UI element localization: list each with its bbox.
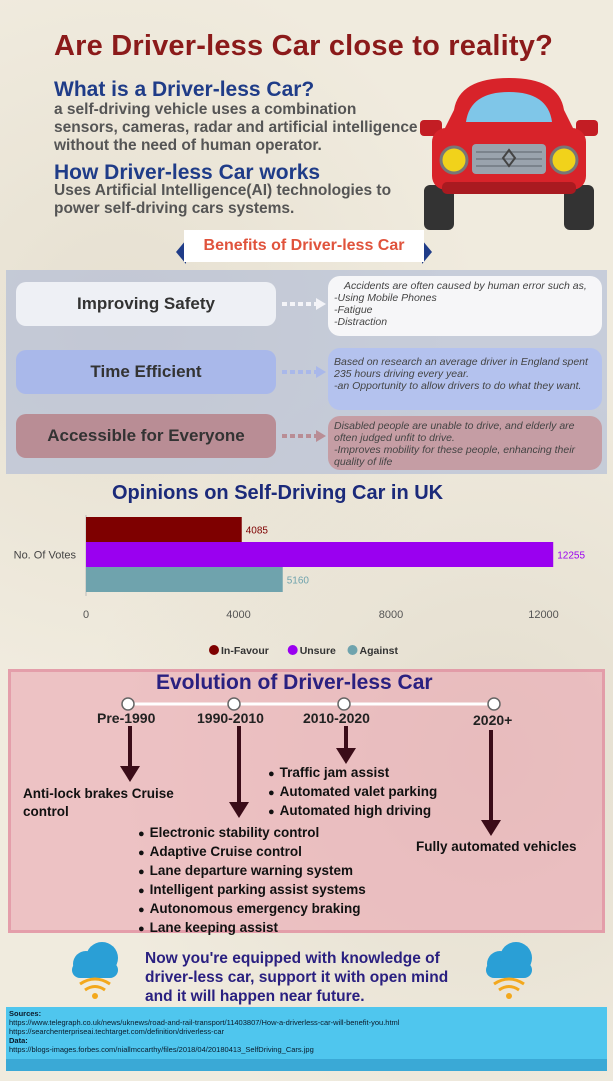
timeline-line [121, 697, 501, 711]
legend-label: In-Favour [221, 645, 269, 657]
era-items-pre-1990: Anti-lock brakes Cruise control [23, 786, 174, 819]
legend-label: Unsure [300, 645, 336, 657]
arrow-down-icon [336, 726, 356, 764]
benefit-desc-time: Based on research an average driver in E… [328, 348, 602, 410]
opinions-bar-chart: No. Of Votes 4085 12255 5160 0 4000 8000 12000 I… [14, 515, 585, 657]
list-item: Autonomous emergency braking [138, 900, 366, 919]
bar [86, 567, 283, 592]
benefit-pill-access: Accessible for Everyone [16, 414, 276, 458]
legend-swatch [347, 645, 358, 655]
car-icon [420, 78, 598, 230]
tick-label: 12000 [528, 609, 559, 621]
tick-label: 4000 [226, 609, 250, 621]
era-items-1990-2010: Electronic stability control Adaptive Cr… [138, 824, 366, 938]
benefit-pill-safety: Improving Safety [16, 282, 276, 326]
benefit-desc-access: Disabled people are unable to drive, and… [328, 416, 602, 470]
benefits-section: Improving Safety Accidents are often cau… [6, 270, 607, 474]
category-label: No. Of Votes [14, 550, 77, 562]
data-heading: Data: [9, 1036, 28, 1045]
cloud-wifi-icon [72, 942, 118, 999]
bar [86, 517, 242, 542]
era-label-1990-2010: 1990-2010 [197, 710, 264, 726]
list-item: Lane keeping assist [138, 919, 366, 938]
dashed-arrow-icon [282, 366, 326, 378]
dashed-arrow-icon [282, 298, 326, 310]
bar [86, 542, 554, 567]
list-item: Lane departure warning system [138, 862, 366, 881]
list-item: Automated valet parking [268, 783, 438, 802]
evolution-heading: Evolution of Driver-less Car [156, 671, 433, 694]
benefits-heading: Benefits of Driver-less Car [184, 230, 424, 262]
era-label-2020-plus: 2020+ [473, 712, 513, 728]
list-item: Automated high driving [268, 802, 437, 821]
legend-swatch [209, 645, 219, 655]
tick-label: 0 [83, 609, 89, 621]
dashed-arrow-icon [282, 430, 326, 442]
list-item: Traffic jam assist [268, 764, 437, 783]
sources-footer-bar [6, 1059, 607, 1071]
arrow-down-icon [120, 726, 140, 782]
how-text: Uses Artificial Intelligence(AI) technol… [54, 182, 392, 217]
sources-heading: Sources: [9, 1009, 42, 1018]
era-label-2010-2020: 2010-2020 [303, 710, 370, 726]
arrow-down-icon [229, 726, 249, 818]
legend-swatch [287, 645, 298, 655]
chart-title: Opinions on Self-Driving Car in UK [112, 482, 444, 504]
benefit-pill-time: Time Efficient [16, 350, 276, 394]
benefits-ribbon: Benefits of Driver-less Car [176, 226, 432, 264]
data-link[interactable]: https://blogs-images.forbes.com/niallmcc… [9, 1045, 314, 1054]
what-text: a self-driving vehicle uses a combinatio… [54, 101, 418, 154]
source-link[interactable]: https://www.telegraph.co.uk/news/uknews/… [9, 1018, 400, 1027]
benefit-desc-safety: Accidents are often caused by human erro… [328, 276, 602, 336]
era-label-pre-1990: Pre-1990 [97, 710, 156, 726]
era-items-2020-plus: Fully automated vehicles [416, 839, 577, 854]
list-item: Electronic stability control [138, 824, 366, 843]
data-label: 4085 [246, 526, 269, 537]
cloud-wifi-icon [486, 942, 532, 999]
data-label: 5160 [287, 576, 310, 587]
arrow-down-icon [481, 730, 501, 836]
era-items-2010-2020: Traffic jam assist Automated valet parki… [268, 764, 438, 821]
closing-message: Now you're equipped with knowledge of dr… [145, 950, 449, 1005]
list-item: Adaptive Cruise control [138, 843, 366, 862]
source-link[interactable]: https://searchenterpriseai.techtarget.co… [9, 1027, 225, 1036]
tick-label: 8000 [379, 609, 403, 621]
legend-label: Against [360, 645, 399, 657]
how-heading: How Driver-less Car works [54, 161, 321, 184]
what-heading: What is a Driver-less Car? [54, 78, 315, 101]
page-title: Are Driver-less Car close to reality? [54, 30, 554, 62]
list-item: Intelligent parking assist systems [138, 881, 366, 900]
data-label: 12255 [557, 551, 585, 562]
